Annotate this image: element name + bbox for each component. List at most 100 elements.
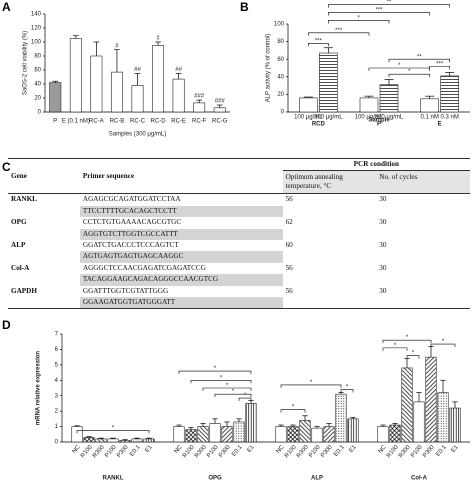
significance-bracket (328, 12, 430, 16)
temperature-cell: 56 (285, 195, 293, 204)
x-tick-label: P (53, 119, 57, 125)
cycles-cell (376, 206, 470, 217)
annotation: ### (194, 94, 205, 100)
gene-cell: ALP (11, 241, 26, 250)
x-tick-label: P100 (410, 444, 424, 459)
table-row: TTCCTTTTGCACAGCTCCTT (8, 205, 470, 218)
group-label: OPG (208, 476, 222, 482)
header-cell: No. of cycles (376, 170, 470, 195)
y-tick-label: 0 (55, 440, 59, 446)
x-tick-label: P300 (320, 444, 334, 459)
table-row: RANKL AGAGCGCAGATGGATCCTAA 56 30 (8, 194, 470, 206)
panel-label: B (240, 0, 249, 14)
significance-label: *** (375, 8, 383, 14)
bar (347, 418, 359, 443)
y-tick-label: 100 (274, 22, 285, 28)
x-tick-label: R100 (284, 444, 298, 459)
y-tick-label: 40 (34, 82, 41, 88)
y-tick-label: 2 (55, 409, 59, 415)
bar (49, 82, 62, 113)
x-tick-label: NC (174, 444, 185, 455)
y-tick-label: 80 (277, 39, 284, 45)
x-tick-label: E1 (144, 444, 154, 454)
bar (209, 423, 221, 443)
significance-label: * (398, 63, 401, 69)
table: PCR condition Gene Primer sequence Optimum … (8, 157, 470, 310)
y-tick-label: 20 (277, 92, 284, 98)
significance-bracket (190, 379, 252, 384)
header-row: Gene Primer sequence Optimum annealing tem… (8, 170, 470, 195)
table-row: Col-A AGGGCTCCAACGAGATCGAGATCCG 56 30 (8, 263, 470, 274)
significance-bracket (382, 347, 408, 351)
primer-cell: GGATTTGGTCGTATTGGG (82, 286, 169, 295)
gene-cell (8, 206, 80, 217)
x-sub-label: 300 μg/mL (314, 115, 343, 121)
group-label: E (438, 122, 442, 128)
primer-cell: TTCCTTTTGCACAGCTCCTT (79, 205, 283, 218)
y-tick-label: 7 (55, 332, 59, 338)
cycles-cell: 30 (379, 195, 387, 204)
group-label: RCD (312, 122, 326, 128)
x-tick-label: R300 (92, 444, 106, 459)
x-tick-label: R100 (182, 444, 196, 459)
significance-bracket (382, 339, 432, 344)
annotation: ‡ (156, 36, 159, 42)
annotation: ### (215, 99, 226, 105)
gene-cell: GAPDH (11, 286, 37, 295)
significance-label: * (292, 405, 295, 411)
bar (172, 78, 185, 113)
cycles-cell: 30 (379, 286, 387, 295)
temperature-cell: 60 (285, 241, 293, 250)
primer-cell: CCTCTGTGAAAACAGCGTGC (82, 218, 182, 227)
significance-label: *** (436, 61, 444, 67)
bar (131, 438, 143, 443)
x-tick-label: R300 (398, 444, 412, 459)
header-cell: Gene (8, 170, 80, 195)
bar (359, 97, 379, 113)
y-tick-label: 60 (34, 68, 41, 74)
bar (185, 429, 197, 443)
significance-label: * (357, 16, 360, 22)
bar (335, 393, 347, 443)
table-row: OPG CCTCTGTGAAAACAGCGTGC 62 30 (8, 217, 470, 228)
bar (299, 97, 318, 113)
x-sub-label: 0.1 nM (420, 115, 438, 121)
x-tick-label: R300 (296, 444, 310, 459)
x-tick-label: E1 (450, 444, 460, 454)
bar (131, 85, 144, 113)
significance-bracket (280, 409, 306, 413)
gene-cell: Col-A (11, 263, 30, 272)
bar (197, 426, 209, 443)
x-tick-label: E0.1 (129, 444, 142, 458)
bar (193, 102, 206, 113)
y-tick-label: 60 (277, 57, 284, 63)
annotation: ## (134, 67, 141, 73)
bar (440, 75, 459, 113)
bar (287, 426, 299, 443)
cycles-cell: 30 (379, 218, 387, 227)
significance-label: * (232, 389, 235, 395)
bar (413, 401, 425, 443)
x-tick-label: NC (72, 444, 83, 455)
panel-label: D (2, 318, 11, 332)
significance-bracket (328, 4, 450, 8)
table-row: ALP GGATCTGACCCTCCCAGTCT 60 30 (8, 240, 470, 251)
x-tick-label: E0.1 (231, 444, 244, 458)
significance-bracket (406, 355, 420, 359)
y-tick-label: 0 (281, 110, 285, 116)
x-sub-label: 0.3 nM (440, 115, 458, 121)
primer-cell: AGGTGTCTTGGTCGCCATTT (79, 228, 283, 241)
x-tick-label: RC-A (89, 119, 104, 125)
significance-label: * (412, 351, 415, 357)
bar (323, 426, 335, 443)
x-tick-label: E (0.1 nM) (62, 119, 90, 125)
significance-label: * (394, 343, 397, 349)
y-axis-label: SaOS-2 cell viability (%) (23, 31, 29, 95)
cycles-cell (376, 251, 470, 262)
cycles-cell (376, 274, 470, 285)
x-tick-label: P300 (218, 444, 232, 459)
x-tick-label: P300 (116, 444, 130, 459)
significance-bracket (202, 387, 252, 391)
significance-label: *** (315, 38, 323, 44)
